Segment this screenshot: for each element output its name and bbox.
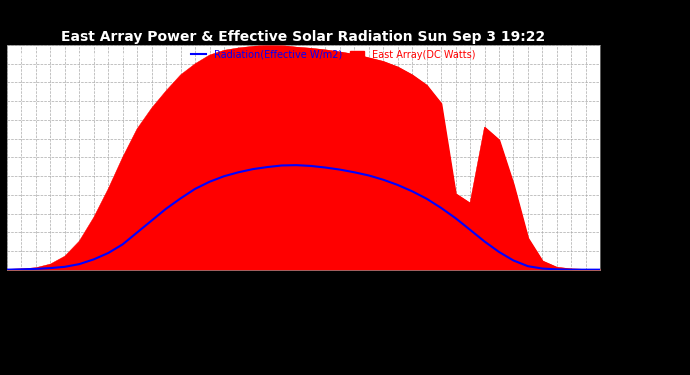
Text: Copyright 2023 Cartronics.com: Copyright 2023 Cartronics.com [10,52,129,61]
Legend: Radiation(Effective W/m2), East Array(DC Watts): Radiation(Effective W/m2), East Array(DC… [191,50,475,60]
Title: East Array Power & Effective Solar Radiation Sun Sep 3 19:22: East Array Power & Effective Solar Radia… [61,30,546,44]
